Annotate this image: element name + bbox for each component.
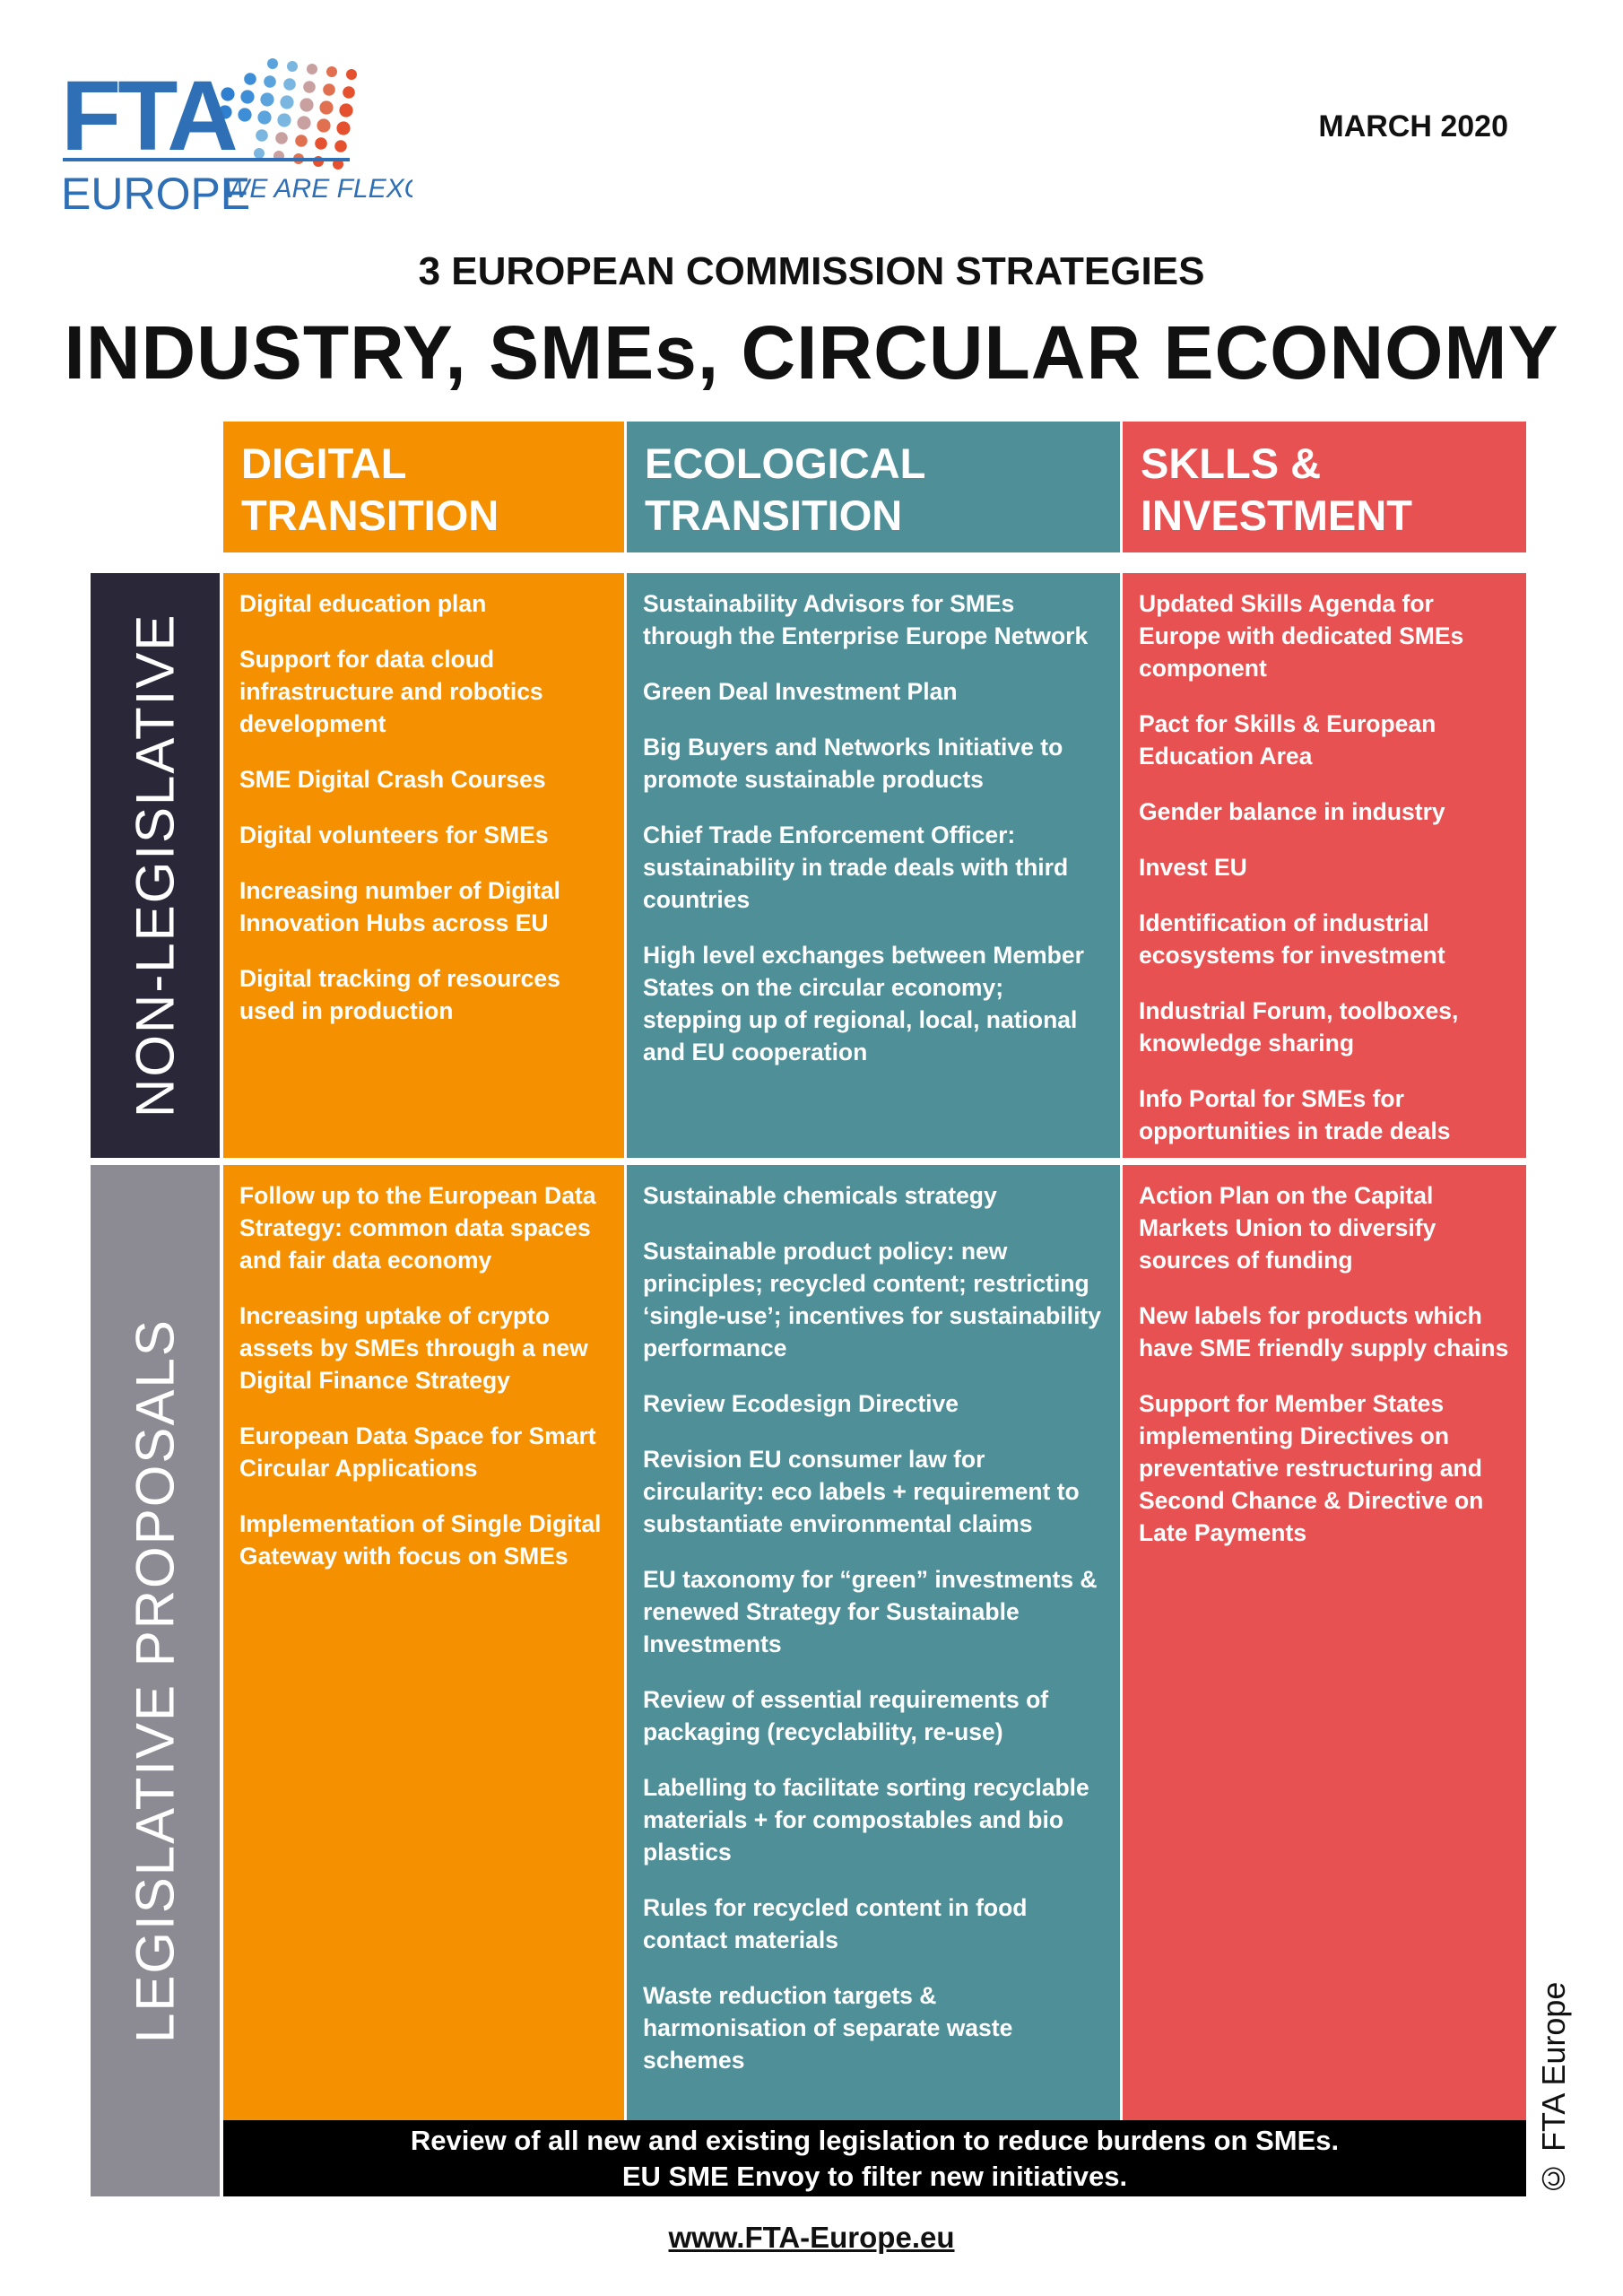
logo-dot: [264, 75, 276, 88]
cell-item: Increasing uptake of crypto assets by SM…: [239, 1302, 588, 1394]
bottom-note: Review of all new and existing legislati…: [223, 2120, 1526, 2196]
cell-item: Info Portal for SMEs for opportunities i…: [1139, 1085, 1451, 1144]
note-line: Review of all new and existing legislati…: [410, 2125, 1340, 2156]
logo-dot: [218, 105, 232, 119]
logo-dot: [254, 148, 265, 159]
logo-dot: [343, 86, 355, 99]
cell-item: Digital tracking of resources used in pr…: [239, 965, 560, 1024]
table-cell: Digital education plan Support for data c…: [223, 573, 624, 1158]
column-header: ECOLOGICAL TRANSITION: [627, 422, 1120, 552]
cell-item: Support for Member States implementing D…: [1139, 1390, 1484, 1546]
cell-item: High level exchanges between Member Stat…: [643, 942, 1084, 1065]
logo-dot: [323, 83, 335, 96]
footer-url[interactable]: www.FTA-Europe.eu: [668, 2221, 955, 2254]
cell-item: European Data Space for Smart Circular A…: [239, 1422, 596, 1482]
cell-item: SME Digital Crash Courses: [239, 766, 546, 793]
cell-item: Waste reduction targets & harmonisation …: [643, 1982, 1013, 2074]
logo-dot: [277, 113, 291, 127]
logo: FTA EUROPE WE ARE FLEXO: [61, 58, 412, 219]
logo-dot: [256, 129, 268, 142]
copyright: © FTA Europe: [1535, 1981, 1572, 2197]
logo-dot: [267, 58, 278, 69]
cell-item: Updated Skills Agenda for Europe with de…: [1139, 590, 1464, 682]
note-line: EU SME Envoy to filter new initiatives.: [621, 2161, 1128, 2192]
cell-item: Sustainable product policy: new principl…: [643, 1238, 1101, 1361]
logo-dot: [240, 90, 255, 104]
table-cell: Sustainability Advisors for SMEs through…: [627, 573, 1120, 1158]
logo-dot: [336, 121, 351, 135]
column-header: SKLLS & INVESTMENT: [1123, 422, 1526, 552]
cell-item: Chief Trade Enforcement Officer: sustain…: [643, 822, 1069, 913]
cell-item: Follow up to the European Data Strategy:…: [239, 1182, 596, 1274]
cell-item: Gender balance in industry: [1139, 798, 1445, 825]
logo-dot: [287, 61, 298, 72]
cell-item: Review of essential requirements of pack…: [643, 1686, 1049, 1745]
logo-name: EUROPE: [61, 169, 250, 219]
cell-item: New labels for products which have SME f…: [1139, 1302, 1509, 1361]
cell-item: Increasing number of Digital Innovation …: [239, 877, 560, 936]
logo-dot: [295, 135, 308, 147]
cell-item: Support for data cloud infrastructure an…: [239, 646, 543, 737]
logo-dot: [307, 64, 317, 74]
title: INDUSTRY, SMEs, CIRCULAR ECONOMY: [64, 310, 1559, 395]
cell-item: Green Deal Investment Plan: [643, 678, 958, 705]
cell-item: Review Ecodesign Directive: [643, 1390, 959, 1417]
logo-dot: [326, 66, 337, 77]
cell-item: Pact for Skills & European Education Are…: [1139, 710, 1436, 770]
cell-item: Identification of industrial ecosystems …: [1139, 909, 1445, 969]
logo-dot: [303, 81, 316, 93]
row-label: NON-LEGISLATIVE: [91, 573, 220, 1158]
logo-dot: [346, 69, 357, 80]
logo-dot: [244, 73, 256, 85]
cell-item: Revision EU consumer law for circularity…: [643, 1446, 1080, 1537]
logo-dot: [317, 118, 331, 133]
cell-item: EU taxonomy for “green” investments & re…: [643, 1566, 1098, 1657]
subtitle: 3 EUROPEAN COMMISSION STRATEGIES: [418, 249, 1205, 293]
logo-dot: [280, 95, 294, 109]
table-cell: Follow up to the European Data Strategy:…: [223, 1165, 624, 2120]
cell-item: Sustainability Advisors for SMEs through…: [643, 590, 1089, 649]
logo-tagline: WE ARE FLEXO: [224, 174, 412, 204]
cell-item: Action Plan on the Capital Markets Union…: [1139, 1182, 1436, 1274]
table-cell: Sustainable chemicals strategy Sustainabl…: [627, 1165, 1120, 2120]
cell-item: Rules for recycled content in food conta…: [643, 1894, 1028, 1953]
cell-item: Invest EU: [1139, 854, 1247, 881]
cell-item: Digital volunteers for SMEs: [239, 822, 549, 848]
cell-item: Big Buyers and Networks Initiative to pr…: [643, 734, 1063, 793]
column-header: DIGITAL TRANSITION: [223, 422, 624, 552]
logo-dots: [218, 58, 357, 170]
logo-mark: FTA: [61, 61, 236, 171]
logo-dot: [275, 132, 288, 144]
date: MARCH 2020: [1318, 109, 1508, 144]
logo-dot: [299, 98, 314, 112]
cell-item: Sustainable chemicals strategy: [643, 1182, 997, 1209]
cell-item: Digital education plan: [239, 590, 487, 617]
row-label: LEGISLATIVE PROPOSALS: [91, 1165, 220, 2196]
table-cell: Updated Skills Agenda for Europe with de…: [1123, 573, 1526, 1158]
cell-item: Labelling to facilitate sorting recyclab…: [643, 1774, 1089, 1866]
logo-dot: [319, 100, 334, 115]
logo-dot: [339, 103, 353, 117]
cell-item: Industrial Forum, toolboxes, knowledge s…: [1139, 997, 1459, 1057]
logo-dot: [297, 116, 311, 130]
table-cell: Action Plan on the Capital Markets Union…: [1123, 1165, 1526, 2120]
logo-dot: [238, 108, 252, 122]
logo-dot: [283, 78, 296, 91]
logo-dot: [260, 92, 274, 107]
logo-dot: [315, 137, 327, 150]
logo-dot: [334, 140, 347, 152]
cell-item: Implementation of Single Digital Gateway…: [239, 1510, 602, 1570]
logo-dot: [257, 110, 272, 125]
logo-dot: [221, 87, 235, 101]
